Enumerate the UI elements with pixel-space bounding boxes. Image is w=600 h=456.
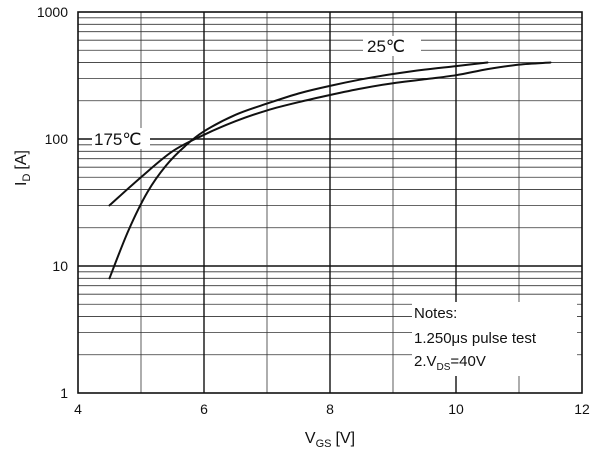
- y-axis-label-main: I: [13, 182, 30, 186]
- x-axis-label-main: V: [305, 430, 316, 447]
- label-25-bg: [363, 36, 421, 56]
- series-line-175c: [108, 61, 552, 207]
- label-175-bg: [92, 128, 150, 149]
- y-tick-label: 1: [60, 385, 68, 401]
- x-tick-label: 6: [200, 401, 208, 417]
- series-line-25c: [108, 61, 489, 280]
- series-layer: [108, 61, 552, 280]
- y-tick-label: 1000: [37, 4, 68, 20]
- series-label-25: 25℃: [367, 37, 405, 56]
- x-axis-label: VGS [V]: [305, 430, 355, 450]
- plot-frame: [77, 11, 583, 394]
- notes-line-2-prefix: 2.V: [414, 353, 437, 370]
- y-tick-labels: 1 10 100 1000: [37, 4, 68, 401]
- notes-title: Notes:: [414, 305, 457, 322]
- notes-line-2-sub: DS: [437, 362, 451, 373]
- grid: [78, 12, 582, 393]
- notes-bg: [412, 302, 577, 376]
- x-axis-label-unit: [V]: [336, 430, 356, 447]
- series-label-175: 175℃: [94, 130, 141, 149]
- x-tick-label: 12: [574, 401, 590, 417]
- x-tick-label: 4: [74, 401, 82, 417]
- x-tick-label: 10: [448, 401, 464, 417]
- x-tick-label: 8: [326, 401, 334, 417]
- y-axis-label: ID [A]: [13, 150, 33, 186]
- notes-line-2: 2.VDS=40V: [414, 353, 486, 373]
- notes-line-1: 1.250μs pulse test: [414, 330, 537, 347]
- y-tick-label: 10: [52, 258, 68, 274]
- y-axis-label-sub: D: [21, 174, 33, 182]
- y-axis-label-unit: [A]: [13, 150, 30, 170]
- y-tick-label: 100: [45, 131, 69, 147]
- notes-line-2-suffix: =40V: [450, 353, 485, 370]
- x-tick-labels: 4 6 8 10 12: [74, 401, 590, 417]
- x-axis-label-sub: GS: [316, 438, 332, 450]
